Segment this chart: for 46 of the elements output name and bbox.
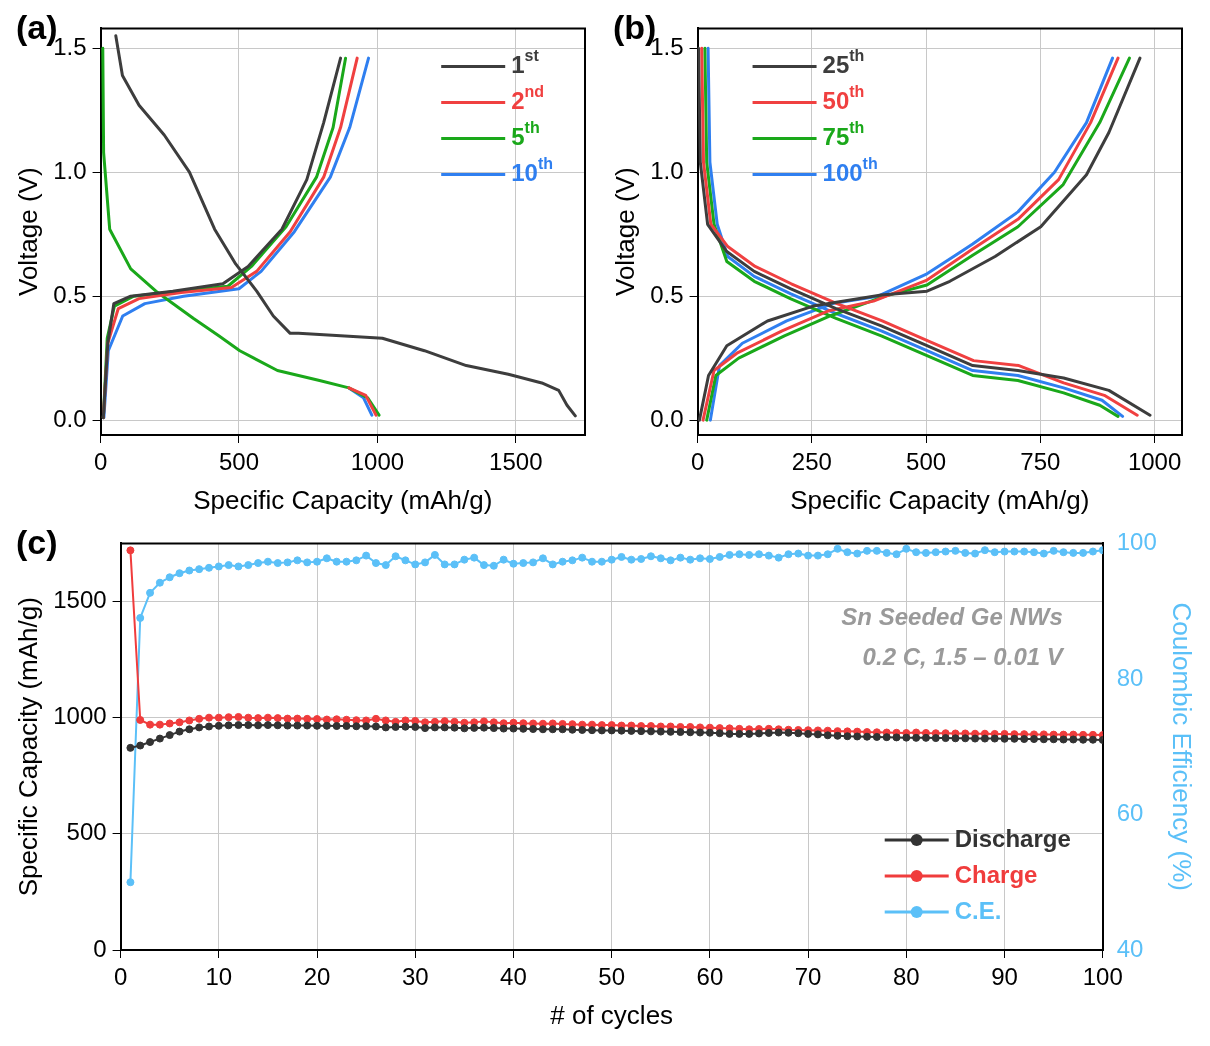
y-tick-label: 500 [66, 818, 107, 846]
y2-axis-title: Coulombic Efficiency (%) [1167, 602, 1198, 891]
x-tick-label: 20 [303, 963, 331, 991]
y-tick-label: 1.0 [53, 156, 87, 184]
y-tick-label: 1500 [53, 586, 107, 614]
chart-title: (c) [16, 523, 58, 562]
x-tick-label: 50 [598, 963, 626, 991]
x-tick-label: 80 [892, 963, 920, 991]
x-axis-title: Specific Capacity (mAh/g) [193, 484, 493, 515]
x-tick-label: 0 [113, 963, 128, 991]
x-tick-label: 100 [1082, 963, 1123, 991]
x-tick-label: 1000 [350, 448, 405, 476]
x-tick-label: 40 [500, 963, 527, 991]
y2-tick-label: 80 [1116, 663, 1144, 691]
x-tick-label: 10 [205, 963, 233, 991]
x-tick-label: 750 [1020, 448, 1061, 476]
y-tick-label: 0 [93, 934, 107, 962]
y-axis-title: Voltage (V) [609, 167, 640, 297]
x-axis-title: # of cycles [550, 999, 674, 1030]
x-tick-label: 90 [991, 963, 1018, 991]
x-tick-label: 500 [218, 448, 259, 476]
y-tick-label: 0.5 [650, 280, 684, 308]
y-tick-label: 0.0 [53, 404, 87, 432]
x-tick-label: 1000 [1127, 448, 1182, 476]
y-tick-label: 0.5 [53, 280, 87, 308]
y2-tick-label: 40 [1116, 934, 1144, 962]
legend-label: Discharge [954, 824, 1071, 852]
x-tick-label: 60 [696, 963, 724, 991]
y-tick-label: 1.0 [650, 156, 684, 184]
x-tick-label: 70 [794, 963, 822, 991]
y2-tick-label: 100 [1116, 528, 1157, 556]
annotation: 0.2 C, 1.5 – 0.01 V [862, 643, 1065, 671]
x-axis-title: Specific Capacity (mAh/g) [790, 484, 1090, 515]
annotation: Sn Seeded Ge NWs [841, 603, 1063, 631]
x-tick-label: 0 [690, 448, 705, 476]
y-axis-title: Voltage (V) [12, 167, 43, 297]
y-tick-label: 0.0 [650, 404, 684, 432]
y-tick-label: 1000 [53, 702, 107, 730]
x-tick-label: 250 [791, 448, 832, 476]
legend-label: Charge [954, 860, 1038, 888]
legend-label: C.E. [954, 896, 1002, 924]
y2-tick-label: 60 [1116, 799, 1144, 827]
y-axis-title: Specific Capacity (mAh/g) [12, 597, 43, 897]
x-tick-label: 500 [906, 448, 947, 476]
x-tick-label: 1500 [489, 448, 543, 476]
x-tick-label: 30 [401, 963, 429, 991]
